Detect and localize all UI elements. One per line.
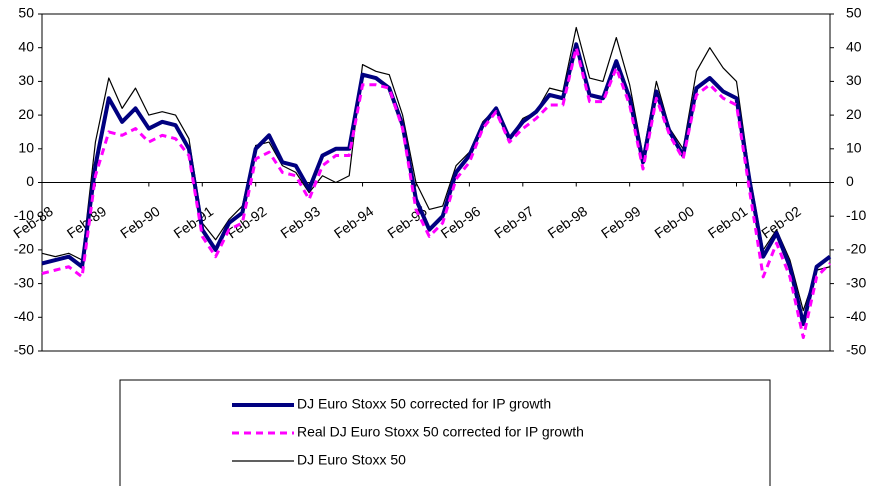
series-line xyxy=(41,42,832,327)
y-tick-label: 50 xyxy=(18,5,34,21)
x-tick-label: Feb-94 xyxy=(331,203,377,242)
y2-tick-label: -20 xyxy=(846,241,866,257)
legend-box xyxy=(119,379,771,486)
legend-label: DJ Euro Stoxx 50 xyxy=(297,452,406,468)
x-tick-label: Feb-99 xyxy=(598,203,644,242)
series-line xyxy=(41,46,832,340)
y2-tick-label: -10 xyxy=(846,207,866,223)
y2-tick-label: -30 xyxy=(846,274,866,290)
y-tick-label: -30 xyxy=(14,274,34,290)
series-line xyxy=(41,26,831,312)
y2-tick-label: 20 xyxy=(846,106,862,122)
y-tick-label: 20 xyxy=(18,106,34,122)
x-tick-label: Feb-98 xyxy=(545,203,591,242)
y2-tick-label: -40 xyxy=(846,308,866,324)
y-tick-label: -50 xyxy=(14,342,34,358)
x-tick-label: Feb-97 xyxy=(491,203,537,242)
y-tick-label: 0 xyxy=(26,173,34,189)
y2-tick-label: -50 xyxy=(846,342,866,358)
x-tick-label: Feb-01 xyxy=(705,203,751,242)
legend-label: DJ Euro Stoxx 50 corrected for IP growth xyxy=(297,396,551,412)
x-tick-label: Feb-93 xyxy=(277,203,323,242)
y-tick-label: 30 xyxy=(18,72,34,88)
y2-tick-label: 10 xyxy=(846,140,862,156)
y-tick-label: -40 xyxy=(14,308,34,324)
y2-tick-label: 0 xyxy=(846,173,854,189)
y-tick-label: 10 xyxy=(18,140,34,156)
y-tick-label: -10 xyxy=(14,207,34,223)
legend-label: Real DJ Euro Stoxx 50 corrected for IP g… xyxy=(297,424,584,440)
x-tick-label: Feb-02 xyxy=(758,203,804,242)
y-tick-label: -20 xyxy=(14,241,34,257)
x-tick-label: Feb-00 xyxy=(651,203,697,242)
x-tick-label: Feb-91 xyxy=(171,203,217,242)
y2-tick-label: 30 xyxy=(846,72,862,88)
y2-tick-label: 40 xyxy=(846,38,862,54)
y2-tick-label: 50 xyxy=(846,5,862,21)
x-tick-label: Feb-90 xyxy=(117,203,163,242)
y-tick-label: 40 xyxy=(18,38,34,54)
